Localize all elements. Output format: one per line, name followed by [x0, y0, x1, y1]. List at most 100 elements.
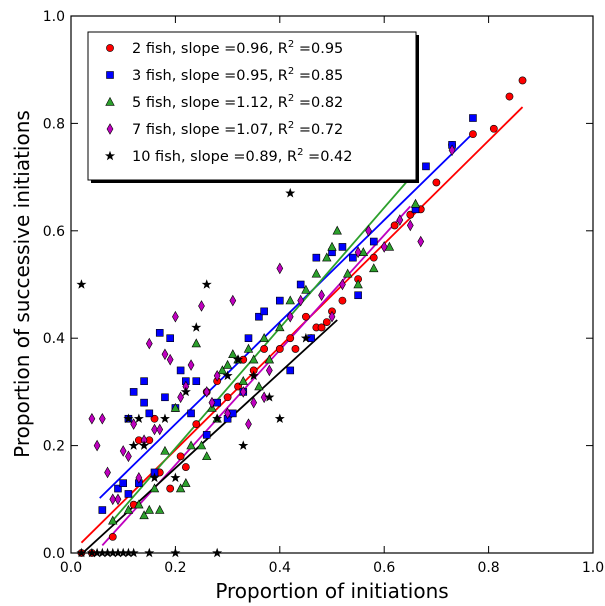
data-point [322, 252, 332, 262]
data-point [365, 224, 372, 237]
data-point [149, 472, 160, 483]
legend-marker [106, 123, 114, 135]
data-point [170, 402, 181, 412]
data-point [248, 370, 259, 381]
data-point [108, 515, 118, 525]
data-point [176, 366, 185, 375]
data-point [286, 366, 295, 375]
axis-ticks: 0.0 0.2 0.4 0.6 0.8 1.0 0.0 0.2 0.4 0.6 0.8 1.0 [43, 9, 604, 576]
data-point [250, 396, 258, 409]
data-point [108, 532, 117, 541]
data-point [98, 506, 107, 514]
legend-entry: 10 fish, slope =0.89, R2 =0.42 [104, 147, 353, 165]
data-point [286, 310, 294, 323]
data-point [208, 396, 216, 409]
data-point [354, 246, 362, 259]
data-point [264, 354, 275, 364]
data-point [104, 466, 111, 479]
data-point [135, 472, 143, 484]
data-point [353, 279, 363, 289]
data-point [384, 241, 395, 251]
legend-marker [106, 71, 114, 79]
legend-label: 3 fish, slope =0.95, R2 =0.85 [132, 66, 343, 84]
data-point [145, 337, 153, 350]
y-axis-title: Proportion of successive initiations [10, 110, 34, 458]
data-point [161, 393, 169, 402]
data-point [98, 412, 106, 425]
data-point [406, 219, 414, 232]
data-point [186, 440, 196, 450]
legend-entry: 3 fish, slope =0.95, R2 =0.85 [106, 66, 343, 84]
data-point [410, 198, 421, 208]
data-point [505, 92, 514, 101]
data-point [129, 388, 138, 396]
legend-marker [104, 150, 116, 161]
data-point [202, 431, 211, 439]
data-point [124, 490, 133, 498]
data-point [328, 310, 336, 323]
data-point [276, 262, 284, 275]
data-point [172, 310, 179, 323]
data-point [191, 338, 201, 348]
data-point [161, 348, 169, 361]
data-point [228, 349, 238, 359]
data-point [119, 479, 127, 487]
data-point [128, 440, 139, 450]
data-point [198, 300, 205, 312]
data-point [354, 291, 362, 300]
data-point [159, 413, 170, 424]
data-point [339, 278, 346, 291]
data-markers [76, 76, 527, 558]
plot-frame [70, 15, 594, 554]
data-point [245, 418, 252, 430]
data-point [317, 323, 326, 332]
data-point [380, 241, 388, 253]
data-point [151, 423, 158, 436]
data-point [114, 484, 122, 493]
data-point [166, 353, 174, 366]
legend-entry: 5 fish, slope =1.12, R2 =0.82 [105, 93, 343, 111]
data-point [390, 221, 399, 230]
x-tick-label: 0.4 [269, 560, 291, 576]
data-point [166, 334, 174, 343]
data-point [285, 295, 295, 305]
data-point [369, 263, 379, 273]
data-point [300, 332, 311, 343]
data-point [358, 247, 369, 256]
legend-marker [105, 96, 115, 106]
data-point [191, 322, 202, 332]
data-point [342, 268, 353, 278]
data-point [322, 318, 331, 326]
data-point [286, 334, 295, 343]
data-point [123, 504, 134, 514]
legend-label: 2 fish, slope =0.96, R2 =0.95 [132, 39, 343, 57]
data-point [518, 76, 527, 85]
x-tick-label: 0.6 [373, 560, 395, 576]
data-point [160, 445, 170, 455]
data-point [311, 268, 322, 278]
data-point [259, 333, 269, 342]
data-point [432, 178, 441, 187]
data-point [145, 409, 154, 418]
data-point [140, 377, 148, 385]
data-point [201, 279, 212, 289]
data-point [312, 253, 321, 262]
data-point [88, 412, 96, 425]
data-point [238, 440, 249, 450]
y-tick-label: 0.0 [43, 546, 65, 562]
series-3-markers [88, 144, 456, 506]
data-point [144, 504, 154, 514]
x-tick-label: 0.8 [477, 560, 499, 576]
x-tick-label: 0.2 [164, 560, 186, 576]
data-point [266, 364, 273, 377]
x-axis-title: Proportion of initiations [215, 579, 448, 603]
data-point [349, 253, 357, 262]
data-point [181, 478, 191, 487]
data-point [180, 386, 191, 397]
y-tick-label: 0.4 [43, 331, 65, 347]
data-point [223, 393, 232, 402]
data-point [196, 440, 207, 450]
data-point [275, 322, 285, 332]
data-point [369, 253, 378, 262]
